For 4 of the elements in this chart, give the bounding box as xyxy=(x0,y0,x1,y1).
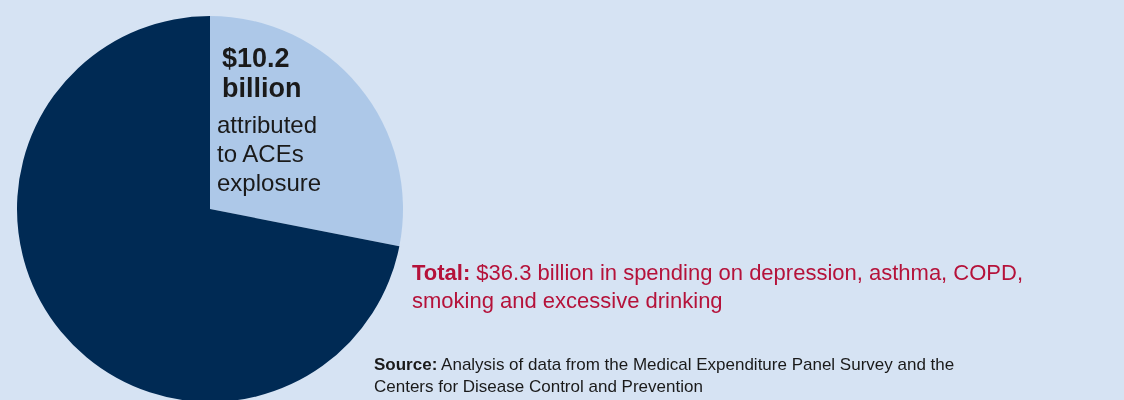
text: Total: $36.3 billion in spending on depression, asthma, COPD, smoking and excessive drinking xyxy=(412,260,1024,313)
data-label: $10.2 billion xyxy=(222,43,302,103)
source-note: Source: Analysis of data from the Medical Expenditure Panel Survey and the Centers for Disease Control and Prevention xyxy=(374,355,955,396)
text: attributed to ACEs explosure xyxy=(217,111,322,196)
